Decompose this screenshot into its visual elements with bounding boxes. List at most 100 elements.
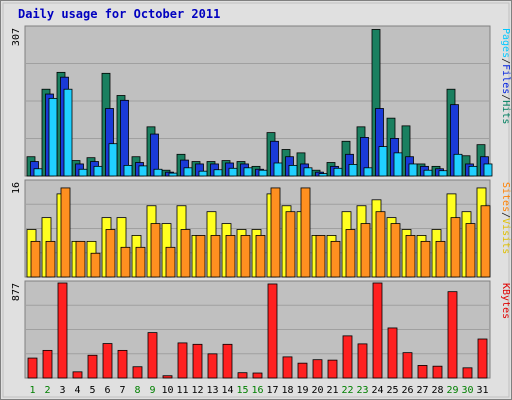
bar-sites-day-7 bbox=[120, 246, 131, 278]
panel-kbytes: 877 KBytes bbox=[11, 280, 511, 379]
bar-pages-day-22 bbox=[348, 164, 358, 177]
bar-kbytes-day-5 bbox=[87, 354, 98, 379]
bar-pages-day-17 bbox=[273, 162, 283, 177]
x-tick-label: 3 bbox=[59, 385, 65, 396]
x-axis: 1 2 3 4 5 6 7 8 9 10 11 12 13 14 15 16 17 18 19 20 21 22 23 24 2… bbox=[29, 385, 488, 396]
bar-pages-day-16 bbox=[258, 169, 268, 177]
bar-kbytes-day-26 bbox=[402, 352, 413, 379]
bar-sites-day-24 bbox=[375, 211, 386, 278]
bar-sites-day-6 bbox=[105, 229, 116, 278]
bar-sites-day-18 bbox=[285, 211, 296, 278]
bar-kbytes-day-30 bbox=[462, 367, 473, 379]
bar-pages-day-20 bbox=[318, 173, 328, 177]
bar-kbytes-day-1 bbox=[27, 357, 38, 379]
x-tick-label: 30 bbox=[461, 385, 473, 396]
x-tick-label: 5 bbox=[89, 385, 95, 396]
x-tick-label: 8 bbox=[134, 385, 140, 396]
legend-separator: / bbox=[500, 94, 511, 100]
bar-sites-day-11 bbox=[180, 229, 191, 278]
bar-kbytes-day-8 bbox=[132, 366, 143, 379]
panel-legend: Sites/Visits bbox=[500, 182, 511, 254]
panel-visits-sites: 16 Sites/Visits bbox=[11, 179, 511, 278]
bar-sites-day-5 bbox=[90, 252, 101, 278]
bar-sites-day-29 bbox=[450, 217, 461, 278]
bar-pages-day-7 bbox=[123, 164, 133, 177]
y-max-label: 16 bbox=[11, 182, 22, 194]
bar-sites-day-13 bbox=[210, 235, 221, 278]
chart-title: Daily usage for October 2011 bbox=[18, 7, 220, 21]
bar-kbytes-day-20 bbox=[312, 359, 323, 379]
bar-sites-day-31 bbox=[480, 205, 491, 278]
x-tick-label: 29 bbox=[446, 385, 458, 396]
bar-kbytes-day-24 bbox=[372, 282, 383, 379]
bar-sites-day-9 bbox=[150, 223, 161, 278]
bar-kbytes-day-2 bbox=[42, 349, 53, 379]
bar-kbytes-day-18 bbox=[282, 356, 293, 379]
x-tick-label: 6 bbox=[104, 385, 110, 396]
bar-sites-day-17 bbox=[270, 187, 281, 278]
legend-entry: Sites bbox=[500, 182, 511, 212]
bar-pages-day-29 bbox=[453, 153, 463, 177]
legend-separator: / bbox=[500, 58, 511, 64]
bar-sites-day-23 bbox=[360, 223, 371, 278]
x-tick-label: 28 bbox=[431, 385, 443, 396]
bar-files-day-7 bbox=[120, 99, 129, 177]
bar-kbytes-day-23 bbox=[357, 343, 368, 379]
bar-pages-day-12 bbox=[198, 170, 208, 177]
bar-kbytes-day-12 bbox=[192, 343, 203, 379]
x-tick-label: 20 bbox=[311, 385, 323, 396]
bar-pages-day-14 bbox=[228, 167, 238, 177]
bar-pages-day-30 bbox=[468, 165, 478, 177]
bar-sites-day-20 bbox=[315, 235, 326, 278]
bar-sites-day-10 bbox=[165, 246, 176, 278]
x-tick-label: 9 bbox=[149, 385, 155, 396]
bar-sites-day-26 bbox=[405, 235, 416, 278]
bar-kbytes-day-4 bbox=[72, 371, 83, 379]
x-tick-label: 26 bbox=[401, 385, 413, 396]
bar-kbytes-day-9 bbox=[147, 332, 158, 379]
bar-pages-day-4 bbox=[78, 168, 88, 177]
legend-entry: / bbox=[500, 212, 511, 218]
bar-kbytes-day-31 bbox=[477, 338, 488, 379]
bar-sites-day-4 bbox=[75, 240, 86, 278]
bar-pages-day-18 bbox=[288, 164, 298, 177]
bar-kbytes-day-16 bbox=[252, 372, 263, 379]
legend-entry: Hits bbox=[500, 100, 511, 124]
bar-sites-day-8 bbox=[135, 246, 146, 278]
x-tick-label: 27 bbox=[416, 385, 428, 396]
y-max-label: 877 bbox=[11, 283, 22, 301]
bar-pages-day-24 bbox=[378, 146, 388, 177]
legend-entry: Visits bbox=[500, 218, 511, 254]
bar-kbytes-day-21 bbox=[327, 359, 338, 379]
bar-pages-day-3 bbox=[63, 88, 73, 177]
bar-sites-day-1 bbox=[30, 240, 41, 278]
x-tick-label: 21 bbox=[326, 385, 338, 396]
x-tick-label: 11 bbox=[176, 385, 188, 396]
bar-pages-day-21 bbox=[333, 167, 343, 177]
bar-kbytes-day-19 bbox=[297, 362, 308, 379]
bar-kbytes-day-14 bbox=[222, 343, 233, 379]
x-tick-label: 7 bbox=[119, 385, 125, 396]
bar-pages-day-28 bbox=[438, 170, 448, 177]
bar-pages-day-10 bbox=[168, 172, 178, 177]
panel-legend: KBytes bbox=[500, 283, 511, 319]
bar-kbytes-day-6 bbox=[102, 343, 113, 379]
bar-pages-day-5 bbox=[93, 165, 103, 177]
x-tick-label: 17 bbox=[266, 385, 278, 396]
bar-sites-day-21 bbox=[330, 240, 341, 278]
bar-kbytes-day-17 bbox=[267, 283, 278, 379]
x-tick-label: 19 bbox=[296, 385, 308, 396]
bar-sites-day-2 bbox=[45, 240, 56, 278]
legend-entry: Pages bbox=[500, 28, 511, 58]
bar-kbytes-day-25 bbox=[387, 327, 398, 379]
bar-sites-day-15 bbox=[240, 235, 251, 278]
x-tick-label: 4 bbox=[74, 385, 80, 396]
bar-sites-day-22 bbox=[345, 229, 356, 278]
bar-pages-day-23 bbox=[363, 167, 373, 177]
x-tick-label: 25 bbox=[386, 385, 398, 396]
x-tick-label: 23 bbox=[356, 385, 368, 396]
bar-kbytes-day-27 bbox=[417, 365, 428, 379]
bar-sites-day-30 bbox=[465, 223, 476, 278]
